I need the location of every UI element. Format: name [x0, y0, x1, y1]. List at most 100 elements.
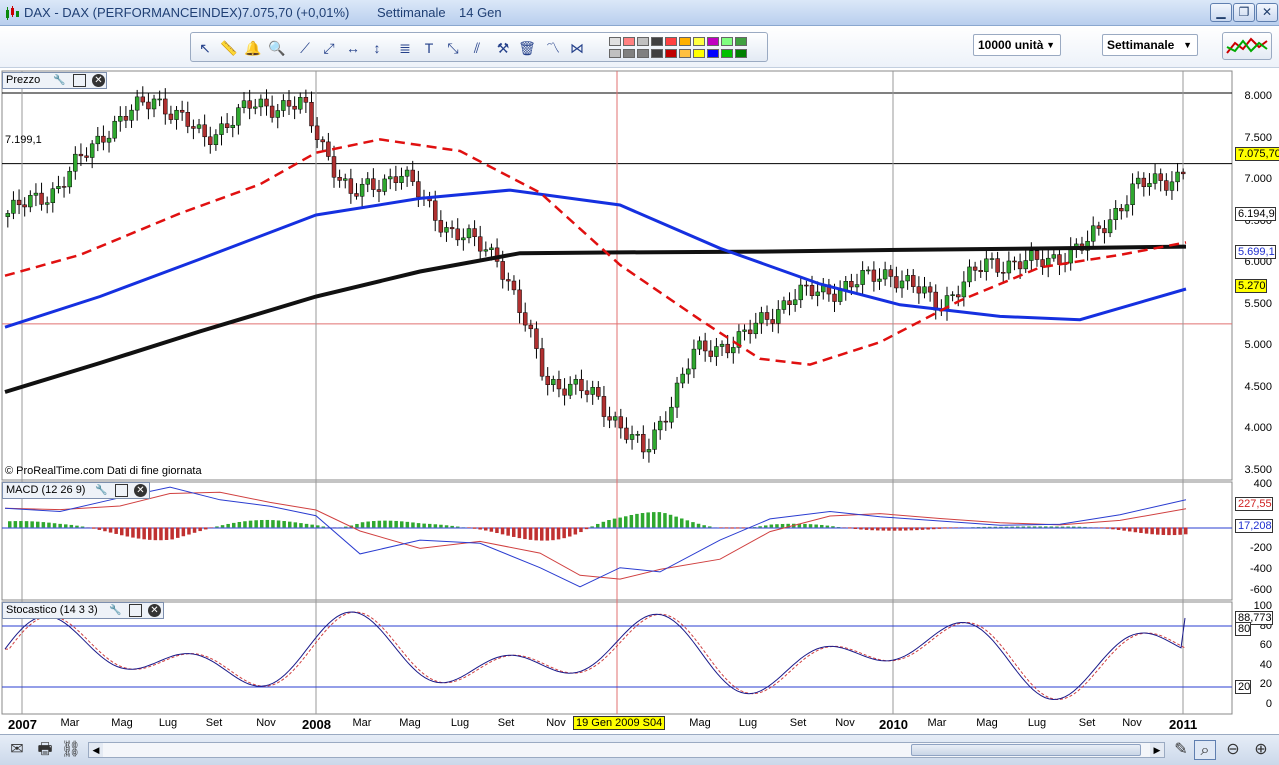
candle-body [213, 134, 219, 145]
close-icon[interactable]: ✕ [148, 604, 161, 617]
window-icon[interactable] [73, 74, 86, 87]
data-credit: © ProRealTime.com Dati di fine giornata [5, 465, 202, 477]
candle-body [123, 116, 129, 121]
macd-histogram-bar [769, 524, 774, 528]
window-icon[interactable] [115, 484, 128, 497]
pointer-icon[interactable]: ↖ [199, 40, 211, 56]
zoom-fit-icon[interactable]: ⌕ [1194, 740, 1216, 760]
color-swatch[interactable] [651, 37, 663, 46]
macd-histogram-bar [355, 523, 359, 528]
candle-body [185, 112, 190, 127]
color-swatch[interactable] [721, 37, 733, 46]
trend-line-icon[interactable]: ⟋ [300, 40, 310, 56]
color-swatch[interactable] [609, 49, 621, 58]
color-swatch[interactable] [679, 37, 691, 46]
horizontal-line-icon[interactable]: ↔ [346, 40, 360, 56]
price-tick-label: 4.500 [1244, 380, 1272, 393]
candle-body [174, 109, 179, 120]
color-swatch[interactable] [665, 49, 677, 58]
text-icon[interactable]: T [424, 40, 434, 56]
price-tick-label: 8.000 [1244, 90, 1272, 102]
mail-icon[interactable]: ✉ [10, 741, 24, 758]
vertical-line-icon[interactable]: ↕ [373, 40, 381, 56]
horizontal-scrollbar[interactable]: ◀ ▶ [88, 742, 1165, 758]
minimize-button[interactable]: ▁ [1210, 3, 1232, 22]
color-swatch[interactable] [735, 49, 747, 58]
ruler-icon[interactable]: 📏 [220, 40, 238, 56]
macd-histogram-bar [517, 527, 522, 539]
candle-body [112, 120, 117, 139]
zoom-out-icon[interactable]: ⊖ [1226, 741, 1240, 758]
chart-area[interactable]: Prezzo 🔧 ✕ MACD (12 26 9) 🔧 ✕ Stocastico… [0, 69, 1279, 734]
macd-histogram-bar [1044, 526, 1048, 528]
units-select[interactable]: 10000 unità ▼ [973, 34, 1061, 56]
alarm-bell-icon[interactable]: 🔔 [244, 40, 262, 56]
candle-body [916, 286, 922, 294]
edit-icon[interactable]: ✎ [1174, 741, 1188, 758]
window-icon[interactable] [129, 604, 142, 617]
color-swatch[interactable] [693, 49, 705, 58]
color-swatch[interactable] [735, 37, 747, 46]
candlestick-series [5, 86, 1186, 463]
scroll-left-icon[interactable]: ◀ [89, 743, 103, 757]
macd-histogram-bar [1038, 526, 1042, 528]
chart-style-icon[interactable]: 〽 [546, 40, 560, 56]
color-swatch[interactable] [693, 37, 705, 46]
zoom-in-icon[interactable]: ⊕ [1254, 741, 1268, 758]
color-swatch[interactable] [623, 49, 635, 58]
close-icon[interactable]: ✕ [134, 484, 147, 497]
candle-body [1164, 180, 1169, 191]
candle-body [264, 98, 269, 107]
macd-histogram-bar [803, 523, 807, 528]
candle-body [691, 348, 697, 370]
scrollbar-thumb[interactable] [911, 744, 1141, 756]
color-swatch[interactable] [651, 49, 663, 58]
color-swatch[interactable] [609, 37, 621, 46]
macd-histogram-bar [416, 523, 421, 528]
stoch-panel-header: Stocastico (14 3 3) 🔧 ✕ [2, 602, 164, 619]
macd-histogram-bar [52, 523, 57, 528]
fibonacci-icon[interactable]: ≣ [399, 40, 411, 56]
candle-body [911, 275, 916, 287]
print-icon[interactable]: 🖶 [37, 741, 53, 758]
chart-canvas[interactable] [0, 69, 1279, 734]
extended-line-icon[interactable]: ⤢ [323, 40, 335, 56]
candle-body [961, 281, 967, 298]
tools-icon[interactable]: ⚒ [496, 40, 510, 56]
arrow-tool-icon[interactable]: ⤡ [447, 40, 459, 56]
color-swatch[interactable] [623, 37, 635, 46]
color-swatch[interactable] [637, 49, 649, 58]
candle-body [556, 379, 562, 390]
macd-histogram-bar [377, 520, 382, 528]
color-swatch[interactable] [637, 37, 649, 46]
color-swatch[interactable] [665, 37, 677, 46]
wrench-icon[interactable]: 🔧 [109, 605, 122, 616]
pattern-icon[interactable]: ⋈ [570, 40, 584, 56]
period-select[interactable]: Settimanale ▼ [1102, 34, 1198, 56]
trash-icon[interactable]: 🗑 [518, 40, 536, 56]
candle-body [292, 105, 297, 110]
candle-body [967, 266, 972, 283]
macd-histogram-bar [674, 516, 678, 528]
color-swatch[interactable] [679, 49, 691, 58]
scroll-right-icon[interactable]: ▶ [1150, 743, 1164, 757]
close-button[interactable]: ✕ [1256, 3, 1278, 22]
wrench-icon[interactable]: 🔧 [95, 485, 108, 496]
channel-icon[interactable]: ⫽ [473, 40, 481, 56]
color-swatch[interactable] [721, 49, 733, 58]
macd-histogram-bar [136, 527, 141, 539]
macd-histogram-bar [366, 521, 370, 528]
candlestick-app-icon [6, 6, 19, 20]
color-swatch[interactable] [707, 49, 719, 58]
indicators-button[interactable] [1222, 32, 1272, 60]
x-tick-label: Nov [835, 717, 855, 729]
chain-link-icon[interactable]: ⛓ [60, 741, 82, 758]
color-swatch[interactable] [707, 37, 719, 46]
candle-body [73, 153, 78, 172]
wrench-icon[interactable]: 🔧 [53, 75, 66, 86]
zoom-icon[interactable]: 🔍 [268, 40, 286, 56]
close-icon[interactable]: ✕ [92, 74, 105, 87]
maximize-button[interactable]: ❐ [1233, 3, 1255, 22]
x-tick-label: Nov [256, 717, 276, 729]
candle-body [511, 280, 517, 291]
